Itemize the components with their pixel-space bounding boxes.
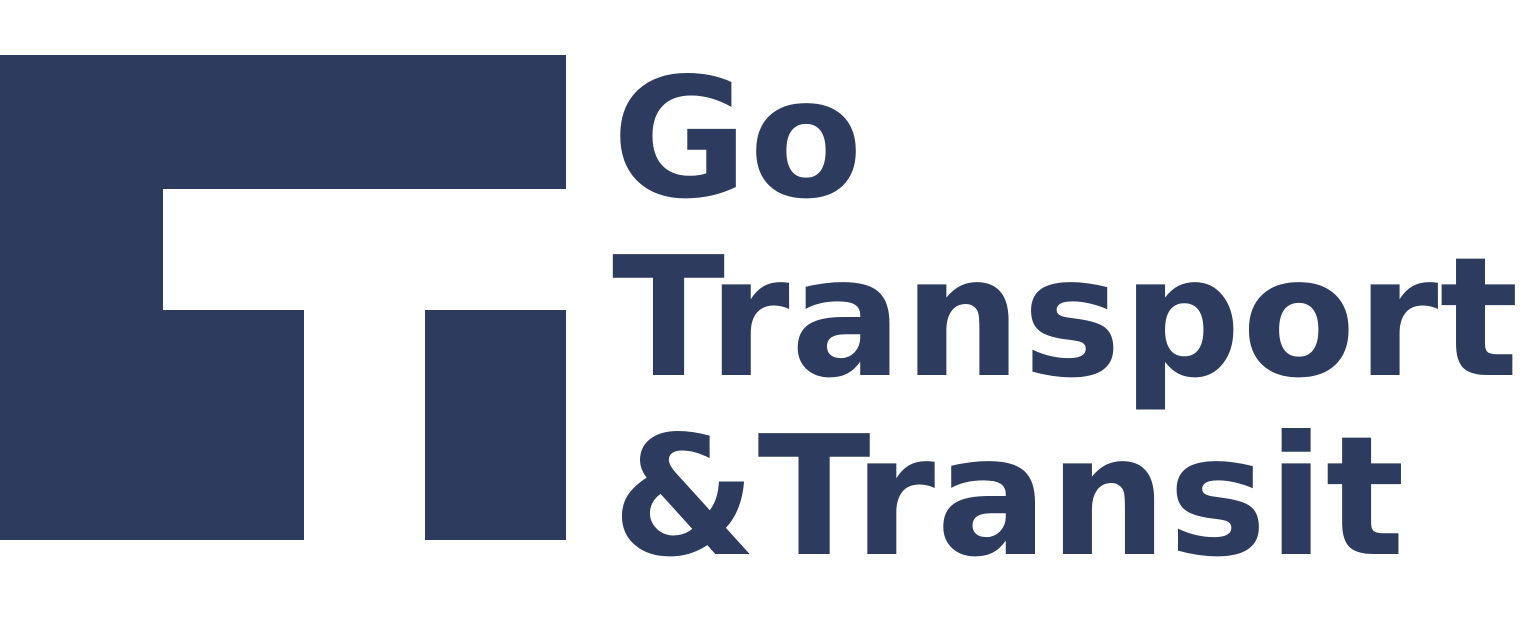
brand-line-1: Go bbox=[612, 43, 864, 236]
brand-line-3: &Transit bbox=[612, 401, 1406, 594]
brand-line-2: Transport bbox=[612, 222, 1520, 415]
brand-wordmark: Go Transport &Transit bbox=[612, 50, 1520, 587]
tt-monogram-icon bbox=[0, 55, 566, 540]
